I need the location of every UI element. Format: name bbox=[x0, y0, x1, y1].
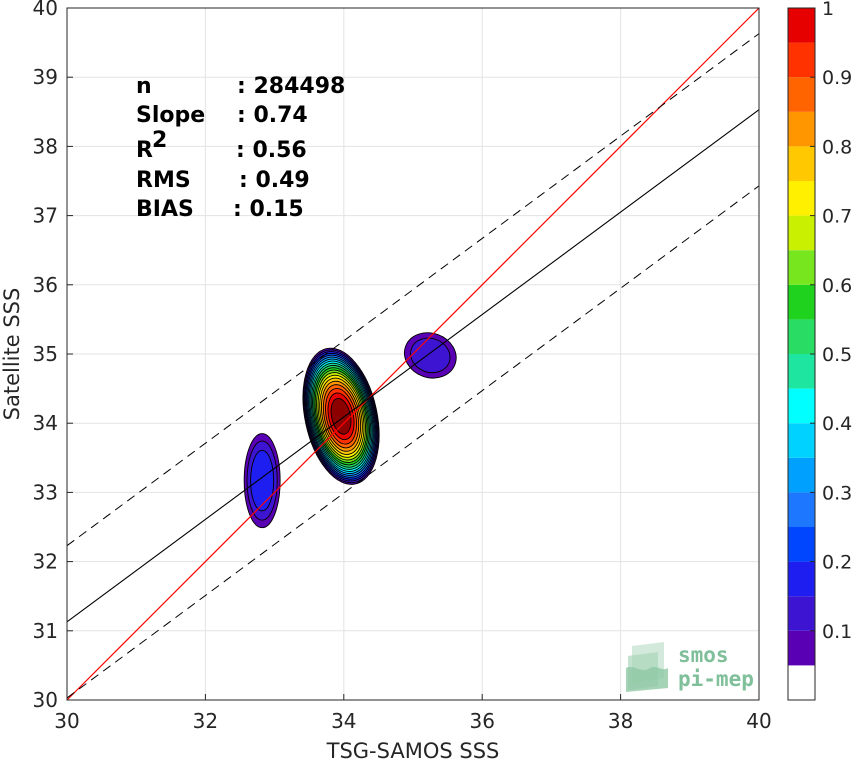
colorbar-tick-label: 1 bbox=[822, 0, 834, 20]
x-tick-labels: 30 32 34 36 38 40 bbox=[54, 694, 772, 733]
y-tick-label: 32 bbox=[33, 550, 58, 574]
colorbar-swatch bbox=[788, 388, 815, 424]
colorbar-swatch bbox=[788, 77, 815, 112]
colorbar-swatch bbox=[788, 215, 815, 251]
x-axis-label: TSG-SAMOS SSS bbox=[326, 739, 500, 763]
y-tick-label: 31 bbox=[33, 619, 58, 643]
logo-text-line2: pi-mep bbox=[678, 667, 754, 691]
colorbar-tick-label: 0.7 bbox=[822, 206, 852, 228]
y-tick-label: 37 bbox=[33, 204, 58, 228]
x-tick-label: 40 bbox=[746, 709, 771, 733]
colorbar-tick-label: 0.5 bbox=[822, 344, 852, 366]
x-tick-label: 34 bbox=[331, 709, 356, 733]
upper-band-line bbox=[66, 33, 760, 547]
logo-text-line1: smos bbox=[678, 643, 729, 667]
colorbar-swatch bbox=[788, 181, 815, 216]
colorbar-tick-label: 0.1 bbox=[822, 621, 852, 643]
colorbar-swatch bbox=[788, 457, 815, 493]
y-tick-label: 39 bbox=[33, 65, 58, 89]
colorbar-tick-label: 0.8 bbox=[822, 136, 852, 158]
logo-waves-icon bbox=[626, 642, 668, 692]
contour-left bbox=[250, 449, 275, 512]
stat-value: : 284498 bbox=[237, 74, 345, 99]
y-tick-labels: 30 31 32 33 34 35 36 37 38 39 40 bbox=[33, 0, 73, 712]
colorbar-tick-label: 0.6 bbox=[822, 275, 852, 297]
stat-value: : 0.56 bbox=[236, 138, 307, 163]
y-tick-label: 35 bbox=[33, 342, 58, 366]
y-tick-label: 34 bbox=[33, 411, 58, 435]
colorbar-swatch bbox=[788, 146, 815, 181]
colorbar-swatch bbox=[788, 596, 815, 631]
stat-label-superscript: 2 bbox=[152, 128, 167, 153]
x-tick-label: 30 bbox=[54, 709, 79, 733]
colorbar bbox=[787, 7, 816, 701]
colorbar-swatch bbox=[788, 111, 815, 147]
regression-line bbox=[66, 109, 760, 623]
y-tick-label: 30 bbox=[33, 688, 58, 712]
colorbar-swatch bbox=[788, 250, 815, 285]
colorbar-swatch bbox=[788, 42, 815, 78]
colorbar-swatch bbox=[788, 354, 815, 389]
lower-band-line bbox=[66, 185, 760, 699]
colorbar-swatch bbox=[788, 630, 815, 666]
stat-value: : 0.15 bbox=[233, 197, 304, 222]
colorbar-swatch bbox=[788, 561, 815, 597]
colorbar-tick-label: 0.9 bbox=[822, 67, 852, 89]
colorbar-swatch bbox=[788, 665, 815, 700]
y-tick-label: 40 bbox=[33, 0, 58, 20]
stat-label: RMS bbox=[136, 168, 191, 193]
colorbar-swatch bbox=[788, 492, 815, 527]
colorbar-tick-labels: 0.1 0.2 0.3 0.4 0.5 0.6 0.7 0.8 0.9 1 bbox=[810, 0, 852, 643]
stat-value: : 0.74 bbox=[237, 103, 308, 128]
y-axis-label: Satellite SSS bbox=[0, 288, 24, 421]
colorbar-swatch bbox=[788, 284, 815, 320]
colorbar-swatch bbox=[788, 527, 815, 562]
contour-main bbox=[330, 397, 352, 435]
stat-label: n bbox=[136, 74, 152, 99]
colorbar-swatch bbox=[788, 8, 815, 43]
x-tick-label: 38 bbox=[608, 709, 633, 733]
identity-line bbox=[66, 7, 760, 701]
reference-lines bbox=[66, 7, 760, 701]
y-tick-label: 38 bbox=[33, 134, 58, 158]
smos-pi-mep-logo: smos pi-mep bbox=[626, 642, 754, 692]
stat-label: BIAS bbox=[136, 197, 194, 222]
stat-label: R bbox=[136, 138, 153, 163]
colorbar-tick-label: 0.2 bbox=[822, 552, 852, 574]
y-tick-label: 33 bbox=[33, 480, 58, 504]
y-tick-label: 36 bbox=[33, 273, 58, 297]
colorbar-swatch bbox=[788, 423, 815, 458]
stat-label: Slope bbox=[136, 103, 205, 128]
colorbar-swatch bbox=[788, 319, 815, 354]
colorbar-tick-label: 0.4 bbox=[822, 413, 852, 435]
density-contours bbox=[243, 332, 457, 529]
x-tick-label: 32 bbox=[193, 709, 218, 733]
x-tick-label: 36 bbox=[469, 709, 494, 733]
stat-value: : 0.49 bbox=[239, 168, 310, 193]
colorbar-tick-label: 0.3 bbox=[822, 482, 852, 504]
stats-box: n : 284498 Slope : 0.74 R 2 : 0.56 RMS : 0.49 BIA… bbox=[136, 74, 345, 222]
